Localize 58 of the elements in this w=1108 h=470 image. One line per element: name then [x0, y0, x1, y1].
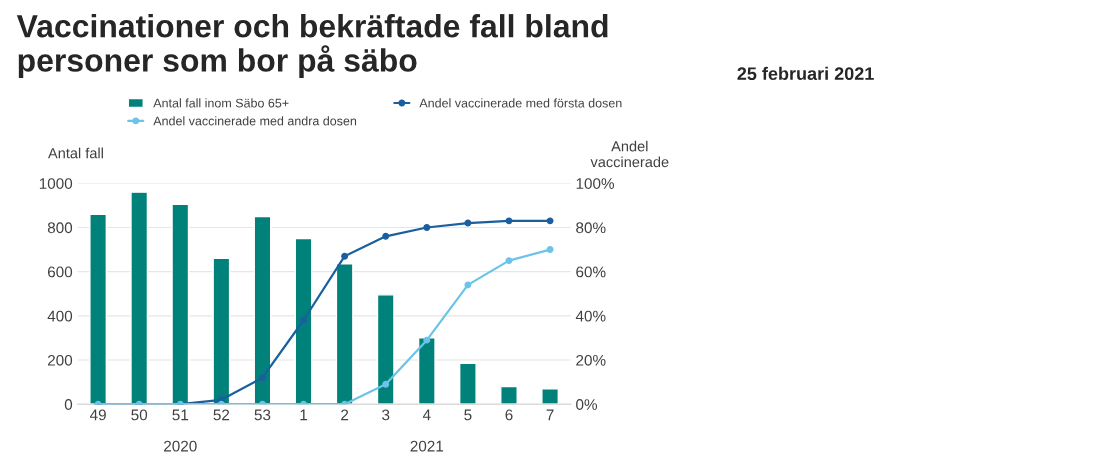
x-tick-label: 3 — [382, 409, 390, 421]
bar — [335, 263, 354, 405]
x-tick-label: 50 — [131, 409, 148, 421]
bar — [253, 215, 272, 405]
bar — [294, 237, 313, 405]
x-tick-label: 2 — [341, 409, 349, 421]
y-axis-title: Antal fall — [48, 147, 103, 159]
y2-tick-label: 60% — [576, 266, 606, 278]
chart-title: Vaccinationer och bekräftade fall bland personer som bor på säbo — [16, 14, 608, 79]
point — [300, 316, 308, 324]
y-tick-label: 1000 — [39, 178, 73, 189]
x-tick-label: 49 — [89, 409, 106, 421]
text: 25 februari 2021 — [737, 66, 874, 81]
bar — [500, 385, 518, 405]
text: 2021 — [410, 440, 444, 452]
y-tick-label: 400 — [47, 310, 73, 322]
x-tick-label: 53 — [254, 409, 271, 421]
y2-axis-title: Andel vaccinerade — [590, 140, 669, 168]
point — [382, 380, 390, 388]
y2-tick-label: 20% — [576, 354, 606, 366]
text: 2020 — [164, 440, 197, 452]
bar — [212, 257, 231, 405]
bar — [130, 191, 149, 405]
y2-tick-label: 80% — [576, 222, 606, 234]
x-tick-label: 6 — [505, 409, 513, 421]
x-tick-label: 7 — [546, 409, 554, 421]
point — [341, 252, 349, 260]
y2-tick-label: 100% — [576, 178, 615, 189]
bar — [171, 203, 190, 405]
y-tick-label: 200 — [47, 354, 73, 366]
point — [258, 374, 266, 382]
legend-label: Antal fall inom Säbo 65+ — [153, 98, 289, 108]
x-tick-label: 52 — [213, 409, 230, 421]
bar — [376, 294, 395, 405]
y2-tick-label: 40% — [575, 310, 606, 322]
point — [505, 217, 513, 225]
y-tick-label: 0 — [64, 399, 73, 410]
point — [546, 217, 554, 225]
y-tick-label: 600 — [47, 266, 73, 278]
bar — [458, 362, 477, 405]
legend-label: Andel vaccinerade med första dosen — [419, 98, 622, 108]
y2-tick-label: 0% — [576, 399, 598, 410]
point — [382, 232, 390, 240]
point — [464, 281, 472, 289]
point — [546, 246, 554, 254]
x-tick-label: 4 — [422, 409, 431, 421]
point — [423, 224, 431, 231]
bar — [89, 213, 108, 405]
y-tick-label: 800 — [47, 222, 73, 234]
x-tick-label: 51 — [172, 409, 189, 421]
bar — [541, 388, 559, 405]
bar — [417, 337, 436, 405]
x-tick-label: 1 — [300, 409, 308, 421]
point — [464, 219, 472, 227]
point — [423, 336, 431, 344]
point — [505, 257, 513, 265]
legend-label: Andel vaccinerade med andra dosen — [153, 116, 357, 126]
x-tick-label: 5 — [464, 409, 472, 421]
